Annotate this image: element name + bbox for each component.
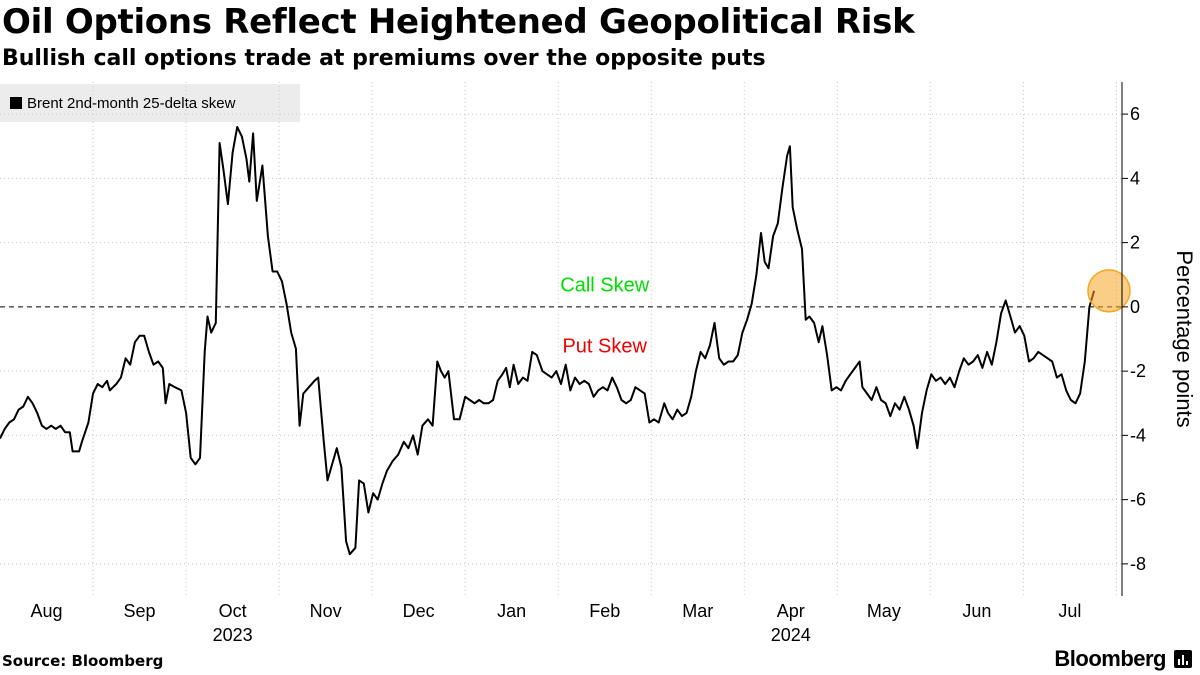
- y-tick-label: 0: [1130, 297, 1140, 317]
- x-tick-label: Oct: [219, 601, 247, 621]
- chart-subtitle: Bullish call options trade at premiums o…: [2, 46, 766, 71]
- x-tick-label: Jun: [962, 601, 991, 621]
- y-tick-label: 2: [1130, 233, 1140, 253]
- x-tick-label: Sep: [124, 601, 156, 621]
- series-line-brent-skew: [0, 126, 1096, 556]
- legend-label: Brent 2nd-month 25-delta skew: [27, 94, 236, 112]
- x-tick-label: Nov: [310, 601, 342, 621]
- y-tick-label: -4: [1130, 425, 1146, 445]
- x-year-label: 2023: [213, 625, 253, 645]
- put-skew-label: Put Skew: [562, 335, 647, 357]
- x-axis: Aug Sep Oct Nov Dec Jan Feb Mar Apr May Jun Jul 2023…: [31, 601, 1082, 645]
- y-tick-label: -6: [1130, 490, 1146, 510]
- y-tick-label: 4: [1130, 168, 1140, 188]
- x-tick-label: Jul: [1058, 601, 1081, 621]
- grid-layer: [0, 82, 1122, 596]
- x-tick-label: Aug: [31, 601, 63, 621]
- x-year-label: 2024: [771, 625, 811, 645]
- bloomberg-logo: Bloomberg: [1054, 646, 1166, 671]
- y-tick-label: 6: [1130, 104, 1140, 124]
- y-tick-label: -8: [1130, 554, 1146, 574]
- x-tick-label: Feb: [589, 601, 620, 621]
- legend-swatch: [10, 97, 22, 109]
- y-axis-title: Percentage points: [1172, 250, 1197, 427]
- x-tick-label: Dec: [403, 601, 435, 621]
- legend: Brent 2nd-month 25-delta skew: [0, 84, 300, 122]
- x-tick-label: May: [867, 601, 901, 621]
- source-note: Source: Bloomberg: [2, 652, 164, 670]
- chart-title: Oil Options Reflect Heightened Geopoliti…: [2, 2, 915, 42]
- call-skew-label: Call Skew: [560, 274, 649, 296]
- highlight-circle: [1087, 269, 1131, 313]
- y-axis: 6 4 2 0 -2 -4 -6 -8: [1121, 82, 1146, 596]
- bloomberg-bar-icon: [1174, 650, 1192, 668]
- y-tick-label: -2: [1130, 361, 1146, 381]
- x-tick-label: Mar: [682, 601, 713, 621]
- x-tick-label: Apr: [777, 601, 805, 621]
- x-tick-label: Jan: [497, 601, 526, 621]
